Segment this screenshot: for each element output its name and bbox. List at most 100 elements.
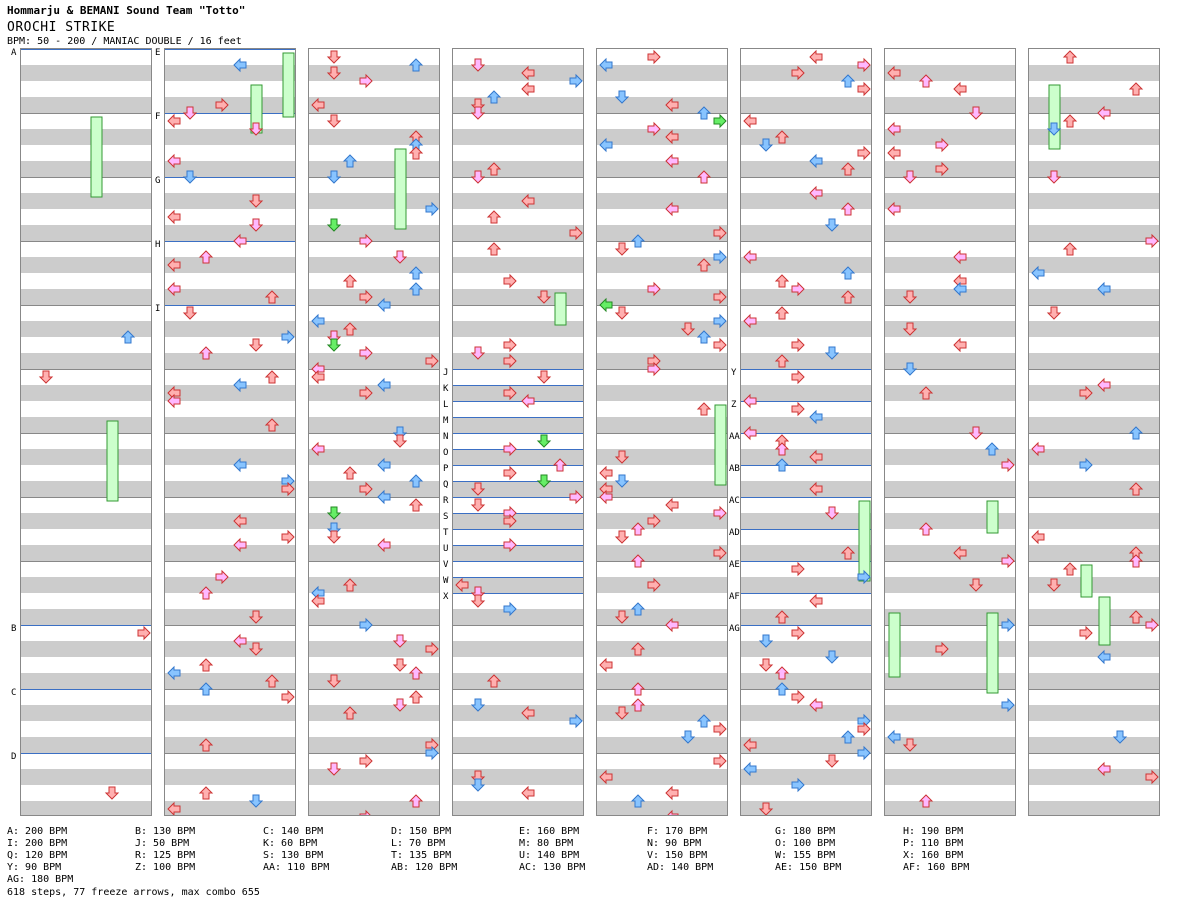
step-arrow — [743, 249, 757, 265]
step-arrow — [392, 250, 408, 264]
step-arrow — [425, 201, 439, 217]
freeze-arrow — [554, 292, 567, 326]
step-arrow — [968, 578, 984, 592]
step-arrow — [953, 81, 967, 97]
step-arrow — [503, 441, 517, 457]
section-label: C — [11, 688, 17, 698]
step-arrow — [1001, 553, 1015, 569]
step-arrow — [1128, 82, 1144, 96]
step-arrow — [809, 185, 823, 201]
step-arrow — [392, 634, 408, 648]
bpm-change-line — [453, 433, 583, 434]
measure-line — [165, 689, 295, 690]
step-arrow — [791, 625, 805, 641]
bpm-change-line — [741, 561, 871, 562]
bpm-change-line — [21, 689, 151, 690]
measure-line — [885, 177, 1015, 178]
step-arrow — [342, 322, 358, 336]
step-arrow — [630, 682, 646, 696]
measure-line — [885, 561, 1015, 562]
step-arrow — [713, 313, 727, 329]
step-arrow — [408, 58, 424, 72]
step-arrow — [647, 49, 661, 65]
measure-line — [597, 305, 727, 306]
step-arrow — [552, 458, 568, 472]
measure-line — [1029, 497, 1159, 498]
bpm-change-line — [453, 481, 583, 482]
step-arrow — [696, 170, 712, 184]
measure-line — [165, 369, 295, 370]
step-arrow — [614, 450, 630, 464]
step-arrow — [614, 90, 630, 104]
step-arrow — [614, 530, 630, 544]
step-arrow — [311, 593, 325, 609]
step-arrow — [935, 137, 949, 153]
step-arrow — [503, 337, 517, 353]
freeze-arrow — [858, 500, 871, 582]
bpm-change-line — [741, 497, 871, 498]
measure-line — [597, 241, 727, 242]
step-arrow — [311, 369, 325, 385]
step-arrow — [614, 306, 630, 320]
step-arrow — [342, 466, 358, 480]
measure-line — [309, 625, 439, 626]
step-arrow — [665, 785, 679, 801]
section-label: X — [443, 592, 449, 602]
step-arrow — [215, 569, 229, 585]
step-arrow — [1145, 233, 1159, 249]
step-arrow — [233, 57, 247, 73]
bpm-legend-entry: W: 155 BPM — [775, 850, 836, 861]
measure-line — [885, 433, 1015, 434]
step-arrow — [953, 337, 967, 353]
step-arrow — [167, 281, 181, 297]
step-arrow — [486, 674, 502, 688]
step-arrow — [1046, 306, 1062, 320]
step-arrow — [486, 210, 502, 224]
step-arrow — [665, 617, 679, 633]
step-arrow — [503, 537, 517, 553]
step-arrow — [824, 346, 840, 360]
step-arrow — [614, 610, 630, 624]
step-arrow — [521, 785, 535, 801]
measure-line — [165, 497, 295, 498]
step-arrow — [630, 234, 646, 248]
section-label: Z — [731, 400, 737, 410]
bpm-change-line — [453, 529, 583, 530]
section-label: J — [443, 368, 449, 378]
step-arrow — [233, 377, 247, 393]
step-arrow — [647, 577, 661, 593]
step-arrow — [326, 530, 342, 544]
measure-line — [453, 305, 583, 306]
bpm-legend-entry: R: 125 BPM — [135, 850, 196, 861]
arrow-layer — [38, 116, 151, 800]
bpm-legend-entry: V: 150 BPM — [647, 850, 708, 861]
step-arrow — [342, 706, 358, 720]
step-arrow — [599, 465, 613, 481]
measure-line — [21, 177, 151, 178]
step-arrow — [887, 729, 901, 745]
step-arrow — [647, 281, 661, 297]
section-label: AE — [729, 560, 740, 570]
step-arrow — [696, 258, 712, 272]
step-arrow — [342, 578, 358, 592]
step-arrow — [713, 505, 727, 521]
step-arrow — [902, 738, 918, 752]
step-arrow — [630, 698, 646, 712]
step-arrow — [857, 81, 871, 97]
step-arrow — [918, 386, 934, 400]
step-arrow — [1128, 426, 1144, 440]
bpm-legend-entry: M: 80 BPM — [519, 838, 574, 849]
section-label: R — [443, 496, 449, 506]
arrow-layer — [599, 49, 727, 815]
step-arrow — [521, 65, 535, 81]
step-arrow — [840, 202, 856, 216]
step-arrow — [935, 161, 949, 177]
step-arrow — [953, 249, 967, 265]
step-arrow — [392, 434, 408, 448]
chart-column — [452, 48, 584, 816]
bpm-change-line — [165, 113, 295, 114]
step-arrow — [1097, 377, 1111, 393]
step-arrow — [408, 498, 424, 512]
step-arrow — [408, 794, 424, 808]
section-label: AF — [729, 592, 740, 602]
